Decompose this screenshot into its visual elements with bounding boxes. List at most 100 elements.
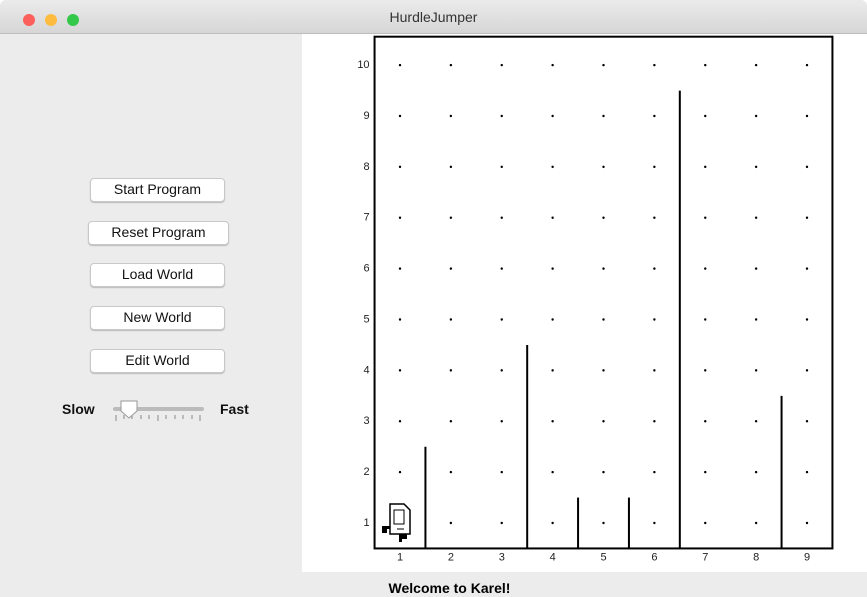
corner-dot: [551, 369, 553, 371]
corner-dot: [755, 420, 757, 422]
corner-dot: [755, 115, 757, 117]
corner-dot: [501, 166, 503, 168]
control-button[interactable]: Load World: [90, 263, 225, 287]
corner-dot: [704, 369, 706, 371]
corner-dot: [501, 522, 503, 524]
speed-slider[interactable]: [110, 396, 210, 426]
corner-dot: [450, 522, 452, 524]
corner-dot: [501, 64, 503, 66]
corner-dot: [501, 267, 503, 269]
corner-dot: [653, 217, 655, 219]
corner-dot: [450, 318, 452, 320]
corner-dot: [653, 420, 655, 422]
row-label: 7: [363, 212, 369, 224]
corner-dot: [399, 115, 401, 117]
corner-dot: [399, 64, 401, 66]
corner-dot: [551, 267, 553, 269]
column-label: 2: [448, 551, 454, 563]
corner-dot: [755, 471, 757, 473]
corner-dot: [551, 115, 553, 117]
corner-dot: [551, 318, 553, 320]
corner-dot: [806, 369, 808, 371]
corner-dot: [755, 369, 757, 371]
corner-dot: [551, 64, 553, 66]
row-label: 1: [363, 517, 369, 529]
corner-dot: [806, 318, 808, 320]
column-label: 9: [804, 551, 810, 563]
corner-dot: [806, 267, 808, 269]
corner-dot: [755, 318, 757, 320]
slider-min-label: Slow: [62, 401, 95, 417]
corner-dot: [450, 471, 452, 473]
corner-dot: [653, 115, 655, 117]
control-button[interactable]: Start Program: [90, 178, 225, 202]
corner-dot: [551, 166, 553, 168]
corner-dot: [806, 420, 808, 422]
corner-dot: [653, 471, 655, 473]
row-label: 5: [363, 313, 369, 325]
corner-dot: [551, 471, 553, 473]
row-label: 6: [363, 263, 369, 275]
corner-dot: [806, 64, 808, 66]
corner-dot: [551, 420, 553, 422]
corner-dot: [501, 217, 503, 219]
corner-dot: [399, 217, 401, 219]
corner-dot: [399, 471, 401, 473]
corner-dot: [704, 166, 706, 168]
corner-dot: [602, 64, 604, 66]
corner-dot: [450, 166, 452, 168]
corner-dot: [704, 267, 706, 269]
column-label: 3: [499, 551, 505, 563]
corner-dot: [755, 64, 757, 66]
corner-dot: [806, 471, 808, 473]
window: HurdleJumper Start Program Reset Program L…: [0, 0, 867, 597]
control-button[interactable]: New World: [90, 306, 225, 330]
corner-dot: [806, 115, 808, 117]
column-label: 8: [753, 551, 759, 563]
corner-dot: [551, 217, 553, 219]
corner-dot: [653, 522, 655, 524]
corner-dot: [399, 267, 401, 269]
control-button[interactable]: Reset Program: [88, 221, 229, 245]
corner-dot: [501, 420, 503, 422]
corner-dot: [755, 522, 757, 524]
corner-dot: [602, 267, 604, 269]
corner-dot: [602, 166, 604, 168]
corner-dot: [602, 369, 604, 371]
title-bar: HurdleJumper: [0, 0, 867, 34]
corner-dot: [399, 420, 401, 422]
corner-dot: [450, 217, 452, 219]
row-label: 3: [363, 415, 369, 427]
corner-dot: [602, 522, 604, 524]
row-label: 8: [363, 161, 369, 173]
corner-dot: [755, 267, 757, 269]
row-label: 10: [357, 59, 369, 71]
corner-dot: [450, 115, 452, 117]
corner-dot: [806, 217, 808, 219]
corner-dot: [602, 420, 604, 422]
corner-dot: [450, 369, 452, 371]
corner-dot: [806, 522, 808, 524]
row-label: 4: [363, 364, 369, 376]
corner-dot: [602, 115, 604, 117]
corner-dot: [755, 166, 757, 168]
control-button[interactable]: Edit World: [90, 349, 225, 373]
status-message: Welcome to Karel!: [302, 580, 597, 596]
corner-dot: [602, 217, 604, 219]
column-label: 6: [651, 551, 657, 563]
slider-max-label: Fast: [220, 401, 249, 417]
row-label: 2: [363, 466, 369, 478]
corner-dot: [501, 471, 503, 473]
corner-dot: [653, 369, 655, 371]
column-label: 7: [702, 551, 708, 563]
row-label: 9: [363, 110, 369, 122]
corner-dot: [399, 318, 401, 320]
corner-dot: [755, 217, 757, 219]
corner-dot: [704, 522, 706, 524]
corner-dot: [602, 471, 604, 473]
corner-dot: [602, 318, 604, 320]
corner-dot: [653, 318, 655, 320]
corner-dot: [399, 166, 401, 168]
